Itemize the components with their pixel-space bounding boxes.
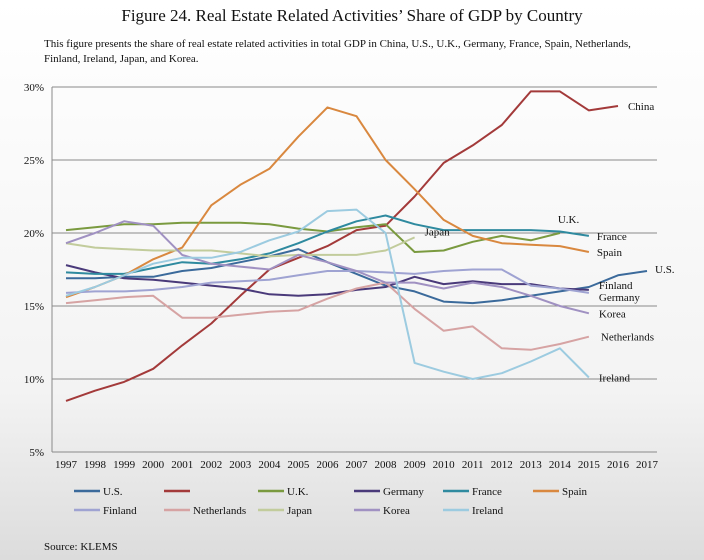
legend-label: Netherlands bbox=[193, 505, 246, 517]
series-label: China bbox=[628, 101, 654, 113]
y-tick-label: 15% bbox=[24, 301, 44, 313]
y-axis: 5% 10% 15% 20% 25% 30% bbox=[24, 82, 53, 459]
x-tick-label: 2001 bbox=[171, 459, 193, 471]
series-lines bbox=[65, 90, 648, 402]
series-label: U.K. bbox=[558, 214, 580, 226]
series-label: Ireland bbox=[599, 373, 631, 385]
x-tick-label: 2011 bbox=[462, 459, 484, 471]
x-tick-label: 2008 bbox=[375, 459, 398, 471]
series-line-netherlands bbox=[65, 281, 590, 351]
x-tick-label: 2000 bbox=[142, 459, 165, 471]
series-label: Korea bbox=[599, 308, 626, 320]
x-tick-label: 1997 bbox=[55, 459, 78, 471]
legend-label: U.K. bbox=[287, 486, 309, 498]
y-tick-label: 30% bbox=[24, 82, 44, 94]
legend-label: France bbox=[472, 486, 502, 498]
x-tick-label: 1999 bbox=[113, 459, 136, 471]
series-line-finland bbox=[65, 268, 590, 294]
series-label: U.S. bbox=[655, 264, 675, 276]
x-tick-label: 2017 bbox=[636, 459, 659, 471]
series-label: Finland bbox=[599, 280, 633, 292]
x-tick-label: 2007 bbox=[346, 459, 369, 471]
series-label: Germany bbox=[599, 292, 640, 304]
legend-label: Finland bbox=[103, 505, 137, 517]
x-tick-label: 2012 bbox=[491, 459, 513, 471]
legend-label: Korea bbox=[383, 505, 410, 517]
series-label: Spain bbox=[597, 247, 623, 259]
series-line-ireland bbox=[65, 208, 590, 380]
legend: U.S. U.K. Germany France Spain Finland Netherl… bbox=[74, 486, 588, 517]
x-tick-label: 2006 bbox=[316, 459, 339, 471]
figure-title: Figure 24. Real Estate Related Activitie… bbox=[121, 6, 583, 25]
series-line-spain bbox=[65, 106, 590, 299]
figure-subtitle: This figure presents the share of real e… bbox=[44, 38, 631, 65]
y-tick-label: 5% bbox=[29, 447, 44, 459]
series-label: Netherlands bbox=[601, 332, 654, 344]
series-line-u-s- bbox=[66, 248, 648, 305]
y-tick-label: 10% bbox=[24, 374, 44, 386]
y-tick-label: 20% bbox=[24, 228, 44, 240]
series-label: France bbox=[597, 231, 627, 243]
series-line-korea bbox=[65, 220, 590, 315]
x-tick-label: 2015 bbox=[578, 459, 601, 471]
legend-label: Germany bbox=[383, 486, 424, 498]
legend-label: Ireland bbox=[472, 505, 504, 517]
series-label: Japan bbox=[425, 226, 451, 238]
legend-label: Spain bbox=[562, 486, 588, 498]
series-labels: U.S. China U.K. Germany France Spain Finland Ne… bbox=[425, 101, 675, 385]
series-line-germany bbox=[65, 264, 589, 297]
x-tick-label: 2003 bbox=[229, 459, 252, 471]
legend-label: Japan bbox=[287, 505, 313, 517]
source-note: Source: KLEMS bbox=[44, 541, 118, 553]
x-tick-label: 2002 bbox=[200, 459, 222, 471]
x-tick-label: 2004 bbox=[258, 459, 281, 471]
x-tick-label: 2009 bbox=[404, 459, 427, 471]
x-tick-label: 1998 bbox=[84, 459, 107, 471]
x-tick-label: 2014 bbox=[549, 459, 572, 471]
series-line-china bbox=[65, 90, 619, 402]
legend-label: U.S. bbox=[103, 486, 123, 498]
x-tick-label: 2013 bbox=[520, 459, 543, 471]
x-axis: 1997 1998 1999 2000 2001 2002 2003 2004 2005 2006… bbox=[52, 451, 659, 471]
x-tick-label: 2005 bbox=[287, 459, 310, 471]
series-line-japan bbox=[65, 236, 416, 258]
y-tick-label: 25% bbox=[24, 155, 44, 167]
x-tick-label: 2010 bbox=[433, 459, 456, 471]
series-line-france bbox=[65, 214, 590, 275]
x-tick-label: 2016 bbox=[607, 459, 630, 471]
